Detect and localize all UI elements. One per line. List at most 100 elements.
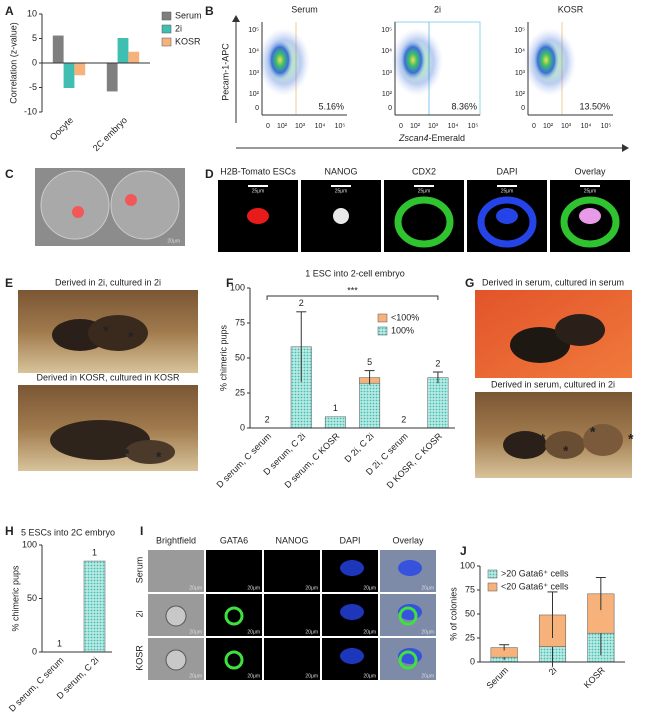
cell-cloud	[267, 40, 293, 80]
chart-title: 1 ESC into 2-cell embryo	[305, 268, 405, 278]
scale-label: 25μm	[584, 188, 597, 194]
mouse	[545, 431, 585, 459]
colony	[224, 650, 244, 670]
y-tick-label: 0	[32, 57, 37, 67]
micrograph	[264, 594, 320, 636]
row-label: KOSR	[134, 645, 144, 671]
count-label: 1	[92, 547, 97, 557]
nuclei	[340, 648, 364, 664]
colony	[165, 649, 187, 671]
y-tick-label: 10⁴	[248, 48, 259, 55]
panel-letter: H	[5, 524, 14, 538]
y-tick-label: 0	[521, 105, 525, 112]
scale-label: 20μm	[421, 585, 434, 591]
marker: *	[156, 449, 162, 465]
bar	[74, 63, 86, 76]
micrograph	[206, 638, 262, 680]
panel-letter: J	[460, 544, 467, 558]
x-tick-label: 2i	[547, 665, 559, 677]
significance-bracket	[266, 295, 439, 300]
y-axis-label: % of colonies	[448, 587, 458, 641]
blastocyst	[477, 196, 537, 248]
legend-label: <100%	[391, 312, 419, 322]
legend-swatch	[377, 313, 388, 323]
x-tick-label: 10⁵	[601, 123, 612, 130]
panel-letter: B	[205, 4, 214, 18]
nuclei	[340, 604, 364, 620]
legend-label: <20 Gata6⁺ cells	[501, 581, 569, 591]
nuclei	[340, 560, 364, 576]
marker: *	[628, 431, 634, 447]
y-tick-label: 0	[470, 656, 475, 666]
scale-label: 20μm	[363, 673, 376, 679]
x-tick-label: 10²	[543, 123, 554, 130]
marker: *	[590, 424, 596, 440]
scale-label: 20μm	[421, 629, 434, 635]
y-tick-label: 100	[230, 282, 245, 292]
y-tick-label: 10⁴	[514, 48, 525, 55]
scale-label: 20μm	[247, 585, 260, 591]
mouse	[583, 424, 623, 456]
cell	[125, 194, 137, 206]
chart-title: 5 ESCs into 2C embryo	[21, 527, 115, 537]
column-label: DAPI	[339, 535, 360, 545]
cell-cluster	[247, 208, 269, 224]
panel-letter: A	[5, 4, 14, 18]
cell-cloud	[533, 40, 559, 80]
y-tick-label: 10²	[515, 91, 526, 98]
bar	[83, 560, 106, 653]
column-label: NANOG	[324, 166, 357, 176]
caption: Derived in KOSR, cultured in KOSR	[36, 372, 180, 382]
x-tick-label: 2C embryo	[91, 115, 129, 153]
panel-letter: I	[140, 524, 143, 538]
row-label: Serum	[134, 557, 144, 584]
y-tick-label: 25	[235, 387, 245, 397]
x-tick-label: 10³	[561, 123, 572, 130]
scale-label: 25μm	[501, 188, 514, 194]
x-tick-label: KOSR	[582, 665, 607, 690]
marker: *	[128, 329, 134, 345]
x-tick-label: D serum, C serum	[214, 431, 273, 490]
legend-swatch	[161, 11, 172, 21]
y-tick-label: 25	[465, 632, 475, 642]
marker: *	[563, 443, 569, 459]
scale-label: 20μm	[421, 673, 434, 679]
plot-title: Serum	[291, 4, 318, 14]
x-tick-label: Oocyte	[48, 115, 75, 142]
legend-label: 100%	[391, 325, 414, 335]
panel-letter: F	[226, 276, 233, 290]
flow-x-label: Zscan4-Emerald	[398, 133, 465, 143]
plot-title: KOSR	[558, 4, 584, 14]
cell-cluster	[579, 208, 601, 224]
x-tick-label: 0	[399, 123, 403, 130]
scale-label: 20μm	[305, 629, 318, 635]
x-tick-label: 10⁴	[581, 123, 592, 130]
marker: *	[540, 431, 546, 447]
gene-name: Zscan4	[398, 133, 429, 143]
y-axis-label: Correlation (z-value)	[8, 22, 18, 104]
panel-letter: G	[465, 276, 474, 290]
x-tick-label: 10⁵	[335, 123, 346, 130]
panel-letter: C	[5, 167, 14, 181]
blastocyst	[394, 196, 454, 248]
y-tick-label: 10⁴	[381, 48, 392, 55]
scale-label: 20μm	[167, 238, 180, 244]
plot-title: 2i	[434, 4, 441, 14]
count-label: 2	[435, 358, 440, 368]
column-label: Overlay	[574, 166, 606, 176]
caption: Derived in serum, cultured in 2i	[491, 379, 615, 389]
scale-label: 20μm	[363, 629, 376, 635]
legend-swatch	[161, 37, 172, 47]
colony	[398, 650, 418, 670]
bar-segment	[359, 382, 381, 429]
nuclei	[398, 560, 422, 576]
y-tick-label: 100	[22, 539, 37, 549]
gate-percent: 5.16%	[318, 101, 344, 111]
y-tick-label: 10	[27, 8, 37, 18]
scale-label: 20μm	[247, 673, 260, 679]
caption: Derived in 2i, cultured in 2i	[55, 277, 161, 287]
count-label: 2	[299, 298, 304, 308]
y-tick-label: 10²	[249, 91, 260, 98]
cell-cluster	[333, 208, 349, 224]
y-tick-label: 10³	[515, 70, 526, 77]
